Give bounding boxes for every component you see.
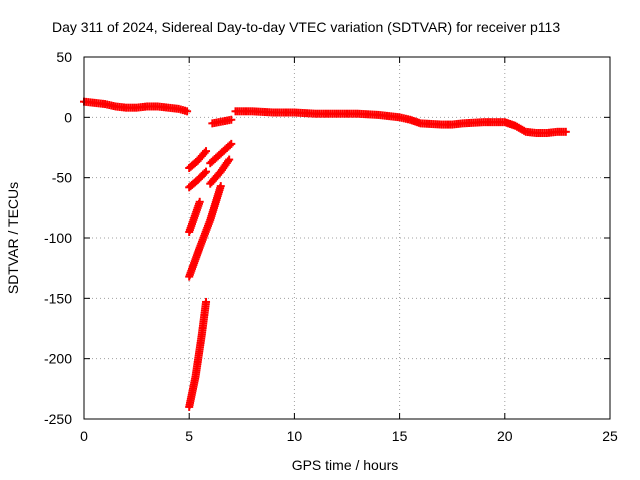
x-tick-label: 0 bbox=[80, 428, 88, 444]
data-point bbox=[183, 107, 192, 116]
y-axis-label: SDTVAR / TECUs bbox=[5, 182, 21, 294]
data-points bbox=[80, 97, 570, 411]
x-tick-label: 15 bbox=[392, 428, 408, 444]
data-point bbox=[202, 297, 211, 306]
x-axis-label: GPS time / hours bbox=[292, 457, 399, 473]
data-point bbox=[216, 182, 225, 191]
y-tick-label: -200 bbox=[44, 351, 72, 367]
x-tick-label: 5 bbox=[185, 428, 193, 444]
y-tick-label: -50 bbox=[52, 170, 72, 186]
x-tick-label: 25 bbox=[602, 428, 618, 444]
axis-ticks: 0 5 10 15 20 25 -250 -200 -150 -100 -50 0 50 bbox=[44, 49, 618, 444]
chart-title: Day 311 of 2024, Sidereal Day-to-day VTE… bbox=[52, 19, 560, 35]
data-point bbox=[195, 197, 204, 206]
y-tick-label: -100 bbox=[44, 230, 72, 246]
y-tick-label: 0 bbox=[64, 109, 72, 125]
data-point bbox=[227, 115, 236, 124]
y-tick-label: 50 bbox=[56, 49, 72, 65]
data-point bbox=[202, 147, 211, 156]
x-tick-label: 10 bbox=[287, 428, 303, 444]
data-point bbox=[225, 141, 234, 150]
y-tick-label: -250 bbox=[44, 411, 72, 427]
data-point bbox=[227, 139, 236, 148]
data-point bbox=[200, 169, 209, 178]
data-point bbox=[202, 167, 211, 176]
data-point bbox=[200, 148, 209, 157]
x-tick-label: 20 bbox=[497, 428, 513, 444]
y-tick-label: -150 bbox=[44, 290, 72, 306]
data-point bbox=[225, 155, 234, 164]
data-point bbox=[561, 127, 570, 136]
